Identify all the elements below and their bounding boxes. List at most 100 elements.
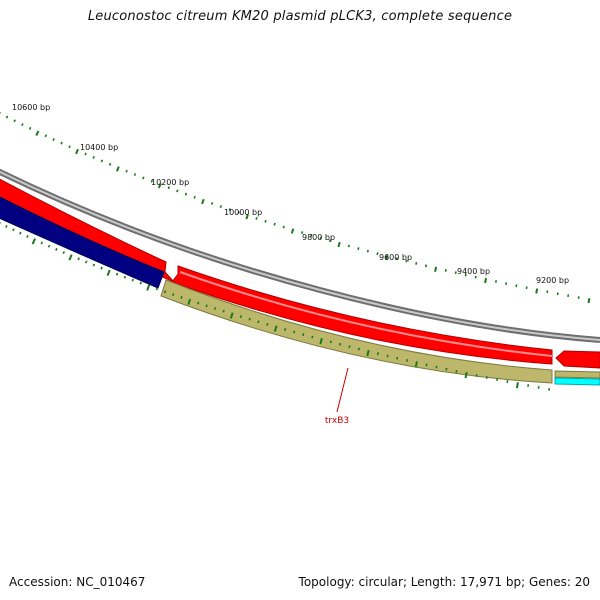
ruler-inner-tick <box>266 322 269 326</box>
ruler-inner-tick <box>425 363 428 367</box>
ruler-outer-tick <box>357 247 360 250</box>
ruler-inner-tick <box>339 342 342 346</box>
ruler-outer-tick <box>310 233 313 237</box>
ruler-outer-tick <box>60 141 63 145</box>
ruler-label-9400: 9400 bp <box>457 267 490 276</box>
ruler-outer-tick <box>587 297 591 304</box>
ruler-outer-tick <box>415 262 418 265</box>
ruler-outer-tick <box>535 288 539 294</box>
ruler-outer-tick <box>395 257 398 261</box>
ruler-outer-tick <box>100 159 104 163</box>
ruler-outer-tick <box>44 134 48 138</box>
gene-label-trxB3: trxB3 <box>325 416 349 426</box>
ruler-inner-tick <box>26 234 29 238</box>
ruler-outer-tick <box>434 266 438 273</box>
ruler-outer-tick <box>157 182 162 189</box>
ruler-outer-tick <box>405 259 408 263</box>
ruler-inner-tick <box>163 290 167 294</box>
ruler-inner-tick <box>19 231 22 235</box>
ruler-inner-tick <box>68 254 73 261</box>
ruler-inner-tick <box>366 349 370 357</box>
ruler-outer-tick <box>84 152 87 156</box>
ruler-inner-tick <box>5 225 8 228</box>
ruler-inner-tick <box>293 330 296 334</box>
ruler-outer-tick <box>474 275 477 279</box>
ruler-inner-tick <box>515 382 519 389</box>
ruler-outer-tick <box>201 198 205 205</box>
ruler-outer-tick <box>505 282 508 285</box>
ruler-inner-tick <box>396 356 399 360</box>
ruler-inner-tick <box>319 337 323 345</box>
ruler-outer-tick <box>21 123 24 127</box>
ruler-outer-tick <box>167 186 170 190</box>
accession-label: Accession: NC_010467 <box>9 575 146 589</box>
ruler-outer-tick <box>13 119 16 123</box>
ruler-outer-tick <box>290 228 295 234</box>
ruler-outer-tick <box>68 145 71 149</box>
ruler-inner-tick <box>357 347 360 351</box>
ruler-outer-tick <box>347 244 350 248</box>
ruler-outer-tick <box>264 219 267 223</box>
ruler-inner-tick <box>146 284 151 291</box>
ruler-inner-tick <box>31 238 37 245</box>
ruler-outer-tick <box>108 162 112 166</box>
ruler-outer <box>0 112 591 304</box>
reverse-gene-olive-right <box>554 370 600 379</box>
ruler-inner-tick <box>257 320 260 324</box>
ruler-inner-tick <box>106 269 111 276</box>
ruler-inner-tick <box>100 266 103 270</box>
ruler-outer-tick <box>210 202 214 205</box>
ruler-inner-tick <box>55 247 58 251</box>
ruler-inner-tick <box>123 275 127 279</box>
ruler-outer-tick <box>176 189 179 193</box>
ruler-outer-tick <box>484 277 488 284</box>
ruler-outer-tick <box>92 155 95 159</box>
reverse-gene-cyan <box>554 377 600 386</box>
ruler-inner-tick <box>172 293 175 297</box>
ruler-inner-tick <box>47 244 51 248</box>
ruler-outer-tick <box>75 148 79 155</box>
ruler-inner-tick <box>386 354 389 358</box>
ruler-outer-tick <box>376 252 379 256</box>
ruler-outer-tick <box>219 205 223 208</box>
ruler-outer-tick <box>228 208 231 211</box>
ruler-outer-tick <box>125 169 128 173</box>
forward-gene-main <box>171 265 553 365</box>
ruler-outer-tick <box>385 254 389 261</box>
ruler-outer-tick <box>133 173 137 177</box>
ruler-outer-tick <box>300 231 304 235</box>
ruler-label-9600: 9600 bp <box>379 253 412 262</box>
trxB3-leader-line <box>336 367 349 413</box>
ruler-outer-tick <box>193 195 196 199</box>
ruler-outer-tick <box>464 273 467 277</box>
forward-gene-right <box>555 350 600 369</box>
ruler-outer-tick <box>245 214 249 220</box>
ruler-inner-tick <box>85 260 88 264</box>
ruler-outer-tick <box>184 192 188 196</box>
ruler-inner-tick <box>180 295 183 299</box>
ruler-inner-tick <box>445 367 448 371</box>
ruler-label-9800: 9800 bp <box>302 233 335 242</box>
backbone-ring-highlight <box>0 170 600 341</box>
ruler-inner-tick <box>77 257 80 261</box>
ruler-inner-tick <box>414 361 418 368</box>
ruler-outer-tick <box>366 249 369 253</box>
ruler-outer-tick <box>142 176 145 180</box>
ruler-inner-tick <box>273 325 278 332</box>
ruler-label-9200: 9200 bp <box>536 276 569 285</box>
ruler-outer-tick <box>282 225 285 229</box>
ruler-outer-tick <box>319 236 322 240</box>
ruler-inner-tick <box>405 359 408 362</box>
ruler-outer-tick <box>237 211 240 214</box>
ruler-outer-tick <box>52 138 55 141</box>
ruler-label-10600: 10600 bp <box>12 103 50 112</box>
forward-gene-main-shine <box>179 271 553 357</box>
ruler-inner-tick <box>92 263 96 267</box>
ruler-inner-tick <box>284 328 287 331</box>
topology-label: Topology: circular; Length: 17,971 bp; G… <box>298 575 590 589</box>
ruler-outer-tick <box>454 271 457 275</box>
ruler-inner-tick <box>131 278 134 282</box>
ruler-outer-tick <box>28 126 32 130</box>
ruler-inner-tick <box>302 333 305 336</box>
